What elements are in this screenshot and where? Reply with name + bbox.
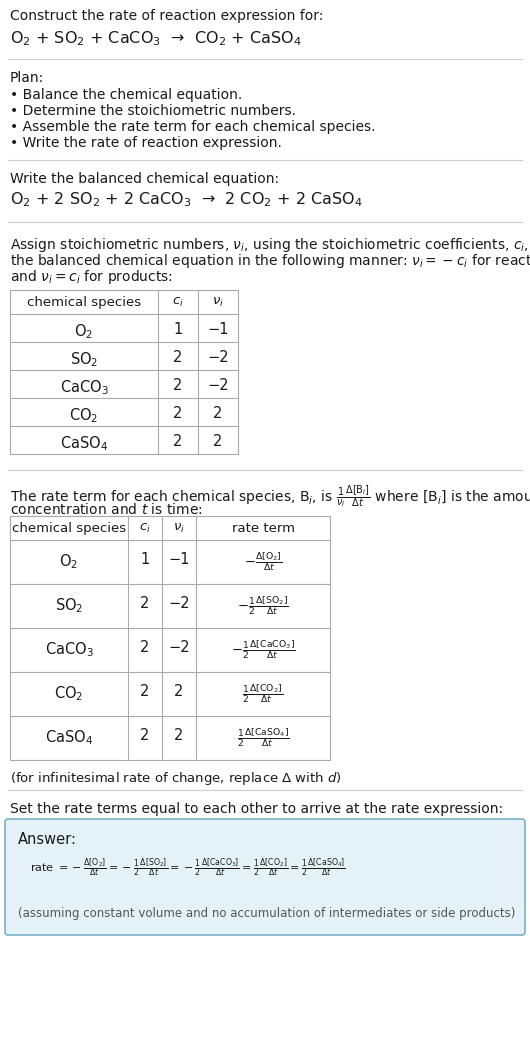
Text: O$_2$ + 2 SO$_2$ + 2 CaCO$_3$  →  2 CO$_2$ + 2 CaSO$_4$: O$_2$ + 2 SO$_2$ + 2 CaCO$_3$ → 2 CO$_2$… (10, 190, 363, 209)
Text: 2: 2 (173, 406, 183, 420)
Text: $c_i$: $c_i$ (172, 296, 184, 310)
FancyBboxPatch shape (5, 819, 525, 935)
Text: $\frac{1}{2}\frac{\Delta[\mathrm{CaSO_4}]}{\Delta t}$: $\frac{1}{2}\frac{\Delta[\mathrm{CaSO_4}… (236, 727, 289, 749)
Text: CO$_2$: CO$_2$ (69, 406, 99, 425)
Text: 2: 2 (174, 728, 184, 743)
Text: SO$_2$: SO$_2$ (55, 596, 83, 615)
Text: • Balance the chemical equation.: • Balance the chemical equation. (10, 88, 242, 103)
Text: 2: 2 (173, 378, 183, 393)
Text: −1: −1 (168, 552, 190, 567)
Text: CaSO$_4$: CaSO$_4$ (60, 434, 108, 453)
Text: Answer:: Answer: (18, 832, 77, 847)
Text: $\nu_i$: $\nu_i$ (212, 296, 224, 310)
Text: $\nu_i$: $\nu_i$ (173, 522, 185, 536)
Text: 1: 1 (173, 322, 183, 337)
Text: −2: −2 (168, 640, 190, 655)
Text: Assign stoichiometric numbers, $\nu_i$, using the stoichiometric coefficients, $: Assign stoichiometric numbers, $\nu_i$, … (10, 236, 530, 254)
Text: CaCO$_3$: CaCO$_3$ (45, 640, 93, 659)
Bar (10, 516, 330, 760)
Text: $-\frac{\Delta[\mathrm{O_2}]}{\Delta t}$: $-\frac{\Delta[\mathrm{O_2}]}{\Delta t}$ (244, 550, 282, 573)
Text: 1: 1 (140, 552, 149, 567)
Bar (10, 290, 238, 454)
Text: $-\frac{1}{2}\frac{\Delta[\mathrm{CaCO_3}]}{\Delta t}$: $-\frac{1}{2}\frac{\Delta[\mathrm{CaCO_3… (231, 638, 295, 661)
Text: 2: 2 (173, 350, 183, 365)
Text: chemical species: chemical species (12, 522, 126, 535)
Text: Write the balanced chemical equation:: Write the balanced chemical equation: (10, 172, 279, 186)
Text: • Write the rate of reaction expression.: • Write the rate of reaction expression. (10, 136, 282, 150)
Text: 2: 2 (213, 434, 223, 449)
Text: −2: −2 (168, 596, 190, 611)
Text: O$_2$: O$_2$ (59, 552, 78, 571)
Text: chemical species: chemical species (27, 296, 141, 309)
Text: rate $= -\frac{\Delta[\mathrm{O_2}]}{\Delta t} = -\frac{1}{2}\frac{\Delta[\mathr: rate $= -\frac{\Delta[\mathrm{O_2}]}{\De… (30, 856, 346, 879)
Text: Construct the rate of reaction expression for:: Construct the rate of reaction expressio… (10, 9, 323, 23)
Text: CaSO$_4$: CaSO$_4$ (45, 728, 93, 747)
Text: $c_i$: $c_i$ (139, 522, 151, 536)
Text: 2: 2 (173, 434, 183, 449)
Text: concentration and $t$ is time:: concentration and $t$ is time: (10, 502, 202, 517)
Text: 2: 2 (174, 684, 184, 699)
Text: • Assemble the rate term for each chemical species.: • Assemble the rate term for each chemic… (10, 120, 375, 134)
Text: • Determine the stoichiometric numbers.: • Determine the stoichiometric numbers. (10, 104, 296, 118)
Text: rate term: rate term (232, 522, 295, 535)
Text: Plan:: Plan: (10, 71, 44, 85)
Text: the balanced chemical equation in the following manner: $\nu_i = -c_i$ for react: the balanced chemical equation in the fo… (10, 252, 530, 270)
Text: CaCO$_3$: CaCO$_3$ (60, 378, 108, 396)
Text: (assuming constant volume and no accumulation of intermediates or side products): (assuming constant volume and no accumul… (18, 907, 515, 920)
Text: 2: 2 (140, 640, 149, 655)
Text: $\frac{1}{2}\frac{\Delta[\mathrm{CO_2}]}{\Delta t}$: $\frac{1}{2}\frac{\Delta[\mathrm{CO_2}]}… (242, 683, 284, 705)
Text: −1: −1 (207, 322, 229, 337)
Text: 2: 2 (213, 406, 223, 420)
Text: The rate term for each chemical species, B$_i$, is $\frac{1}{\nu_i}\frac{\Delta[: The rate term for each chemical species,… (10, 484, 530, 510)
Text: O$_2$ + SO$_2$ + CaCO$_3$  →  CO$_2$ + CaSO$_4$: O$_2$ + SO$_2$ + CaCO$_3$ → CO$_2$ + CaS… (10, 29, 302, 48)
Text: (for infinitesimal rate of change, replace Δ with $d$): (for infinitesimal rate of change, repla… (10, 770, 342, 787)
Text: $-\frac{1}{2}\frac{\Delta[\mathrm{SO_2}]}{\Delta t}$: $-\frac{1}{2}\frac{\Delta[\mathrm{SO_2}]… (237, 594, 289, 617)
Text: 2: 2 (140, 596, 149, 611)
Text: Set the rate terms equal to each other to arrive at the rate expression:: Set the rate terms equal to each other t… (10, 802, 503, 816)
Text: O$_2$: O$_2$ (75, 322, 93, 341)
Text: −2: −2 (207, 350, 229, 365)
Text: 2: 2 (140, 728, 149, 743)
Text: SO$_2$: SO$_2$ (70, 350, 98, 368)
Text: −2: −2 (207, 378, 229, 393)
Text: and $\nu_i = c_i$ for products:: and $\nu_i = c_i$ for products: (10, 268, 173, 286)
Text: CO$_2$: CO$_2$ (55, 684, 84, 703)
Text: 2: 2 (140, 684, 149, 699)
